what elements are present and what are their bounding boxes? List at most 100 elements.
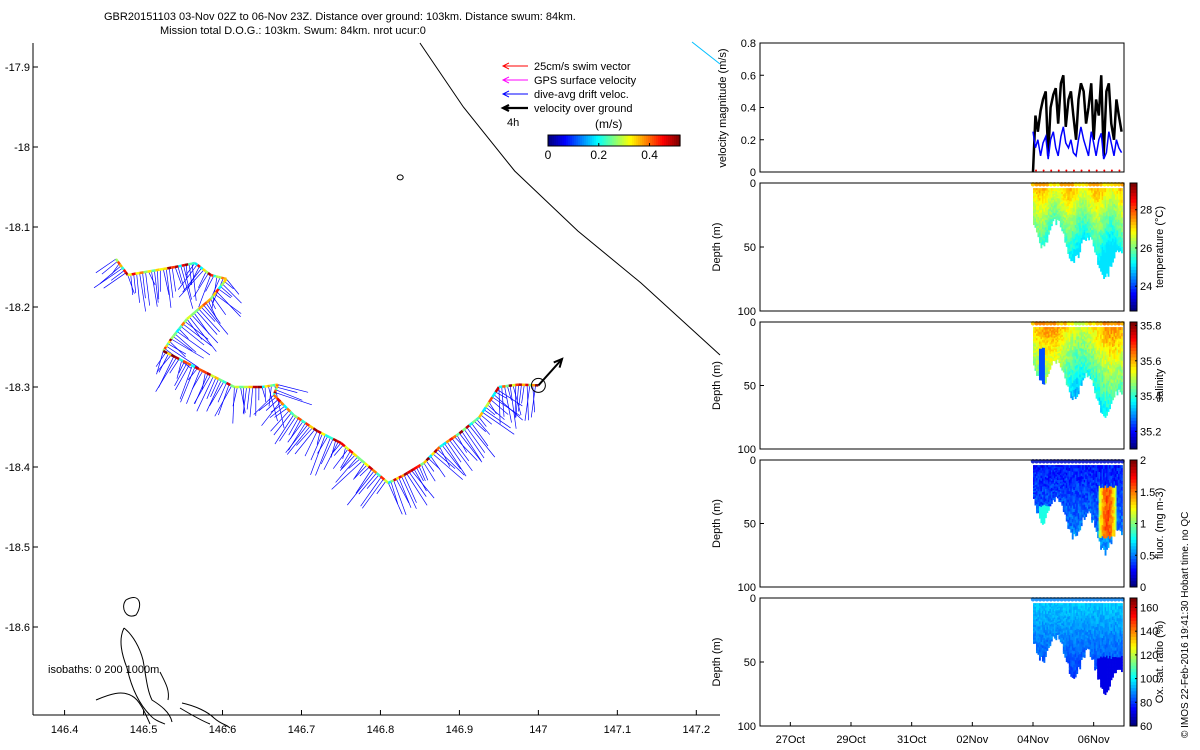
temperature-cell	[1116, 233, 1119, 237]
temperature-cell	[1044, 197, 1047, 201]
salinity-cell	[1106, 359, 1108, 364]
fluorescence-cell	[1061, 490, 1064, 493]
salinity-cell	[1107, 407, 1110, 412]
fluorescence-cell	[1058, 471, 1061, 474]
drift-vector	[267, 385, 278, 422]
temperature-cell	[1120, 196, 1123, 201]
fluorescence-cell	[1104, 485, 1107, 491]
salinity-cell	[1067, 335, 1070, 339]
temperature-cell	[1043, 227, 1046, 231]
drift-vector	[509, 385, 517, 429]
salinity-cell	[1053, 327, 1056, 330]
fluorescence-cell	[1035, 495, 1038, 499]
temperature-cell	[1059, 189, 1062, 193]
salinity-cell	[1050, 340, 1053, 343]
legend-swatch-head	[501, 90, 510, 98]
velocity-y-tick-label: 0.8	[741, 38, 756, 50]
temperature-cell	[1068, 239, 1071, 243]
drift-vector	[182, 267, 202, 293]
temperature-cell	[1068, 229, 1071, 234]
temperature-cell	[1089, 203, 1092, 207]
fluorescence-cell	[1052, 484, 1055, 486]
fluorescence-cell	[1112, 481, 1114, 485]
temperature-cell	[1056, 189, 1059, 192]
swim-track-segment	[395, 476, 400, 481]
salinity-cell	[1047, 367, 1050, 370]
temperature-cell	[1092, 217, 1095, 221]
oxygen-cell	[1040, 615, 1043, 619]
drift-vector	[242, 386, 247, 414]
salinity-cell	[1116, 391, 1119, 396]
fluorescence-cell	[1113, 516, 1116, 521]
oxygen-cell	[1044, 615, 1047, 619]
drift-vector	[421, 464, 429, 481]
salinity-cell	[1092, 345, 1095, 349]
temperature-cell	[1040, 215, 1043, 219]
fluorescence-cell	[1053, 493, 1056, 496]
velocity-marker	[1103, 169, 1106, 172]
fluorescence-cell	[1120, 468, 1123, 472]
temperature-cell	[1103, 266, 1105, 271]
salinity-cell	[1034, 368, 1037, 371]
map-x-tick-label: 147	[529, 724, 547, 736]
salinity-cell	[1079, 348, 1082, 352]
salinity-cell	[1071, 373, 1074, 377]
drift-vector	[517, 384, 522, 412]
temperature-cell	[1035, 230, 1038, 233]
fluorescence-cell	[1061, 466, 1064, 470]
salinity-cell	[1110, 334, 1113, 338]
temperature-cell	[1089, 208, 1092, 211]
temperature-cell	[1041, 188, 1044, 192]
salinity-cell	[1082, 365, 1085, 369]
fluorescence-cell	[1038, 513, 1041, 517]
salinity-cell	[1076, 393, 1079, 398]
fluorescence-cell	[1046, 473, 1049, 477]
salinity-cell	[1098, 358, 1101, 363]
fluorescence-cell	[1055, 486, 1058, 489]
fluorescence-cell	[1109, 507, 1111, 512]
temperature-cell	[1047, 227, 1050, 231]
salinity-y-tick-label: 100	[738, 444, 756, 456]
temperature-cell	[1109, 212, 1111, 217]
fluorescence-cell	[1056, 474, 1059, 476]
fluorescence-cell	[1109, 538, 1111, 543]
temperature-cell	[1106, 234, 1108, 239]
fluorescence-cell	[1082, 488, 1085, 492]
temperature-cell	[1086, 217, 1089, 220]
temperature-cell	[1077, 197, 1080, 202]
swim-track-segment	[484, 401, 491, 408]
fluorescence-cell	[1086, 504, 1089, 507]
salinity-cell	[1092, 353, 1095, 357]
drift-vector	[166, 345, 199, 368]
fluorescence-cell	[1082, 509, 1085, 513]
salinity-cell	[1058, 333, 1061, 336]
salinity-cell	[1049, 355, 1052, 359]
temperature-cell	[1046, 217, 1049, 221]
fluorescence-cell	[1089, 488, 1092, 492]
temperature-cell	[1038, 195, 1041, 199]
oxygen-cell	[1046, 616, 1049, 619]
temperature-cell	[1098, 231, 1101, 236]
drift-vector	[483, 409, 511, 429]
salinity-cell	[1058, 330, 1061, 333]
temperature-cell	[1065, 198, 1068, 202]
temperature-cell	[1047, 192, 1050, 195]
temperature-cell	[1071, 211, 1074, 215]
fluorescence-cell	[1085, 469, 1088, 473]
temperature-cell	[1056, 188, 1059, 190]
salinity-cell	[1046, 333, 1049, 337]
salinity-cell	[1101, 358, 1104, 363]
swim-track-segment	[196, 264, 201, 268]
salinity-cell	[1089, 345, 1092, 349]
fluorescence-cell	[1107, 521, 1110, 526]
drift-vector	[217, 382, 227, 403]
fluorescence-cell	[1085, 465, 1088, 468]
swim-track-segment	[352, 452, 358, 458]
fluorescence-cell	[1050, 477, 1053, 480]
fluorescence-cell	[1059, 480, 1062, 483]
colorbar-cell	[616, 135, 619, 146]
colorbar-cell	[566, 135, 569, 146]
salinity-cell	[1095, 378, 1098, 383]
fluorescence-cell	[1043, 499, 1046, 503]
swim-track-segment	[167, 340, 171, 344]
